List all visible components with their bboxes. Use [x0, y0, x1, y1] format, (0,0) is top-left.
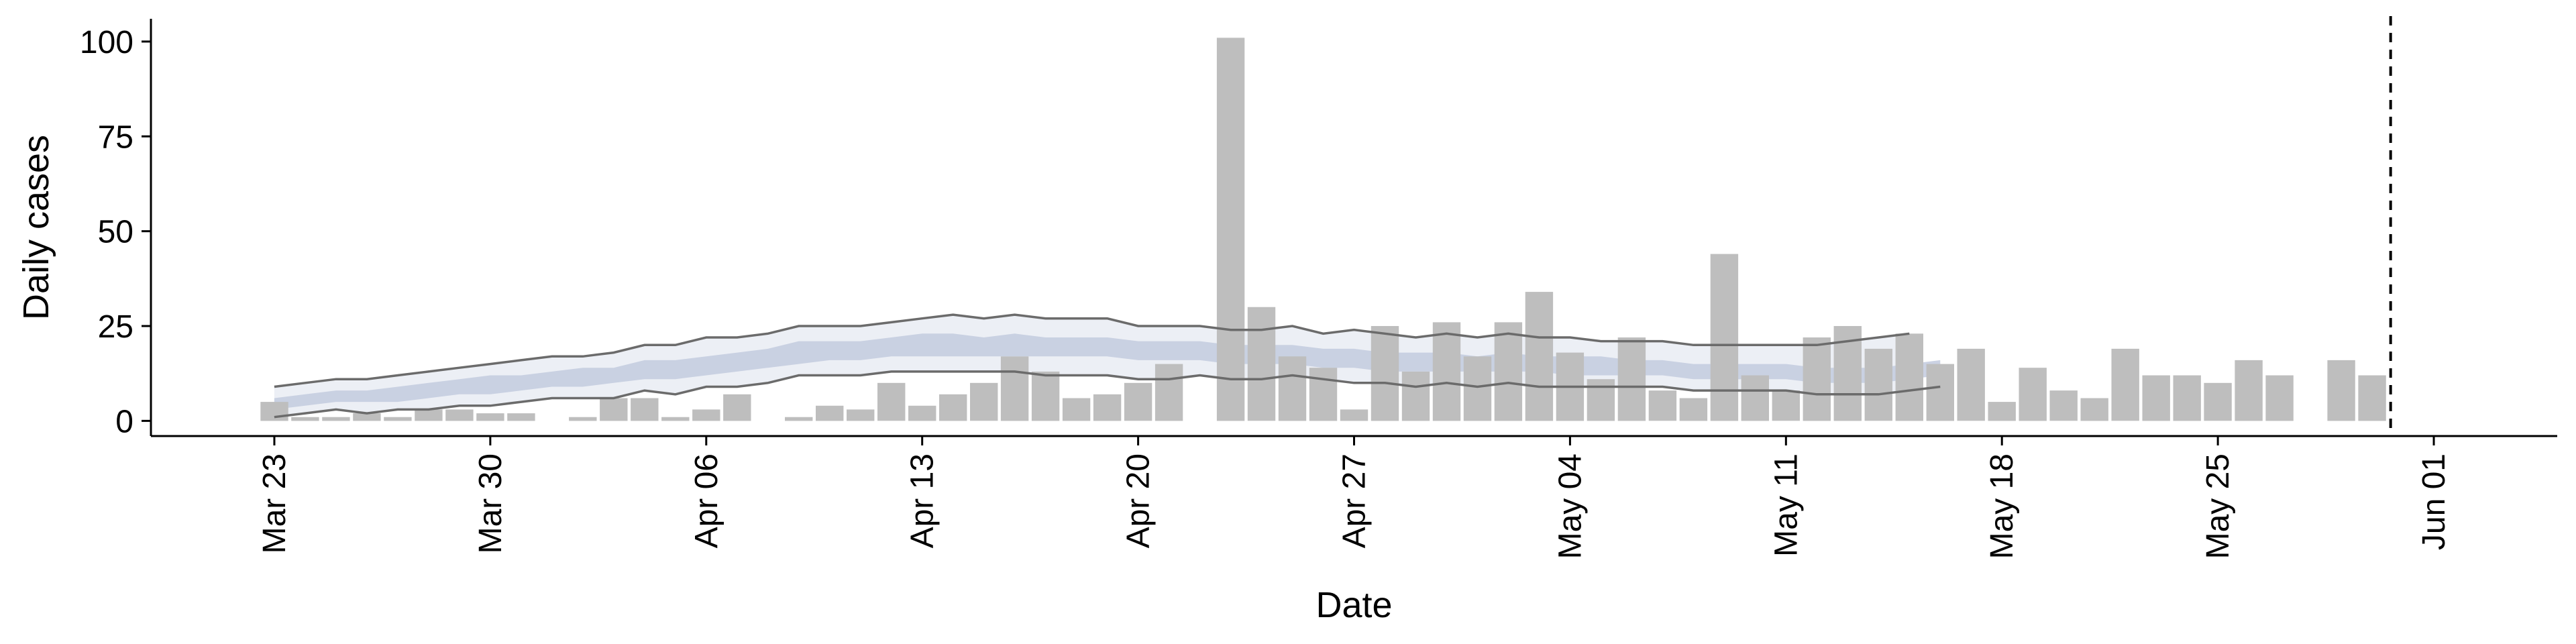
- bar: [1649, 390, 1676, 421]
- bar: [1711, 254, 1738, 421]
- bar: [908, 406, 936, 421]
- bar: [1896, 333, 1923, 421]
- x-tick-label: Mar 30: [473, 453, 508, 553]
- bar: [1680, 398, 1707, 421]
- bar: [939, 394, 967, 421]
- bar: [785, 417, 812, 421]
- bar: [2050, 390, 2078, 421]
- bar: [661, 417, 689, 421]
- bar: [1001, 356, 1028, 421]
- bar: [1279, 356, 1306, 421]
- x-tick-label: May 11: [1768, 453, 1804, 557]
- x-tick-label: Apr 13: [905, 453, 941, 548]
- bar: [1309, 368, 1337, 421]
- bar: [1587, 379, 1615, 421]
- y-tick-label: 100: [80, 25, 133, 60]
- bar: [1865, 349, 1892, 421]
- x-tick-label: May 04: [1552, 453, 1588, 559]
- bar: [2112, 349, 2139, 421]
- bar: [384, 417, 411, 421]
- x-ticks: Mar 23 Mar 30 Apr 06 Apr 13 Apr 20 Apr 27 May …: [257, 436, 2452, 559]
- y-tick-label: 50: [98, 215, 133, 250]
- bar: [600, 398, 627, 421]
- bar: [2081, 398, 2108, 421]
- bar: [631, 398, 658, 421]
- bar: [1032, 372, 1059, 421]
- y-tick-label: 75: [98, 119, 133, 155]
- bar: [692, 409, 720, 421]
- bar: [2265, 376, 2293, 421]
- bar: [1124, 383, 1152, 421]
- bar: [1217, 38, 1244, 421]
- bar: [2235, 360, 2262, 421]
- bar: [1957, 349, 1985, 421]
- bar: [1093, 394, 1121, 421]
- bar: [291, 417, 319, 421]
- bar: [322, 417, 350, 421]
- bar: [1772, 390, 1800, 421]
- bar: [2143, 376, 2170, 421]
- bar: [1495, 322, 1522, 421]
- x-tick-label: Apr 20: [1121, 453, 1157, 548]
- bar: [507, 413, 535, 421]
- bar: [1248, 307, 1275, 421]
- y-ticks: 0 25 50 75 100: [80, 25, 151, 439]
- y-tick-label: 0: [115, 404, 133, 439]
- bar: [2174, 376, 2201, 421]
- y-tick-label: 25: [98, 309, 133, 345]
- x-axis-title: Date: [1316, 585, 1392, 625]
- x-tick-label: Apr 27: [1337, 453, 1373, 548]
- bar: [569, 417, 596, 421]
- bar: [1927, 364, 1954, 421]
- bar: [1433, 322, 1460, 421]
- bar: [1371, 326, 1399, 421]
- x-tick-label: May 25: [2200, 453, 2236, 559]
- bar: [1618, 337, 1646, 421]
- bar: [2358, 376, 2385, 421]
- bar: [1063, 398, 1090, 421]
- bar: [2204, 383, 2231, 421]
- bar: [476, 413, 504, 421]
- bar: [847, 409, 874, 421]
- x-tick-label: May 18: [1984, 453, 2020, 559]
- y-axis-title: Daily cases: [16, 135, 56, 320]
- bar: [1340, 409, 1368, 421]
- bar: [1155, 364, 1183, 421]
- bar: [2327, 360, 2355, 421]
- bar: [2019, 368, 2047, 421]
- bar: [1525, 292, 1553, 421]
- bar: [1402, 372, 1430, 421]
- bar: [1741, 376, 1769, 421]
- bar: [415, 409, 442, 421]
- bar: [1464, 356, 1491, 421]
- bar: [970, 383, 998, 421]
- bar: [445, 409, 473, 421]
- x-tick-label: Mar 23: [257, 453, 292, 553]
- bar: [723, 394, 751, 421]
- x-tick-label: Apr 06: [689, 453, 724, 548]
- bar: [1803, 337, 1831, 421]
- x-tick-label: Jun 01: [2416, 453, 2452, 550]
- bar: [1988, 402, 2016, 421]
- bar: [260, 402, 288, 421]
- bar: [816, 406, 843, 421]
- bar: [877, 383, 905, 421]
